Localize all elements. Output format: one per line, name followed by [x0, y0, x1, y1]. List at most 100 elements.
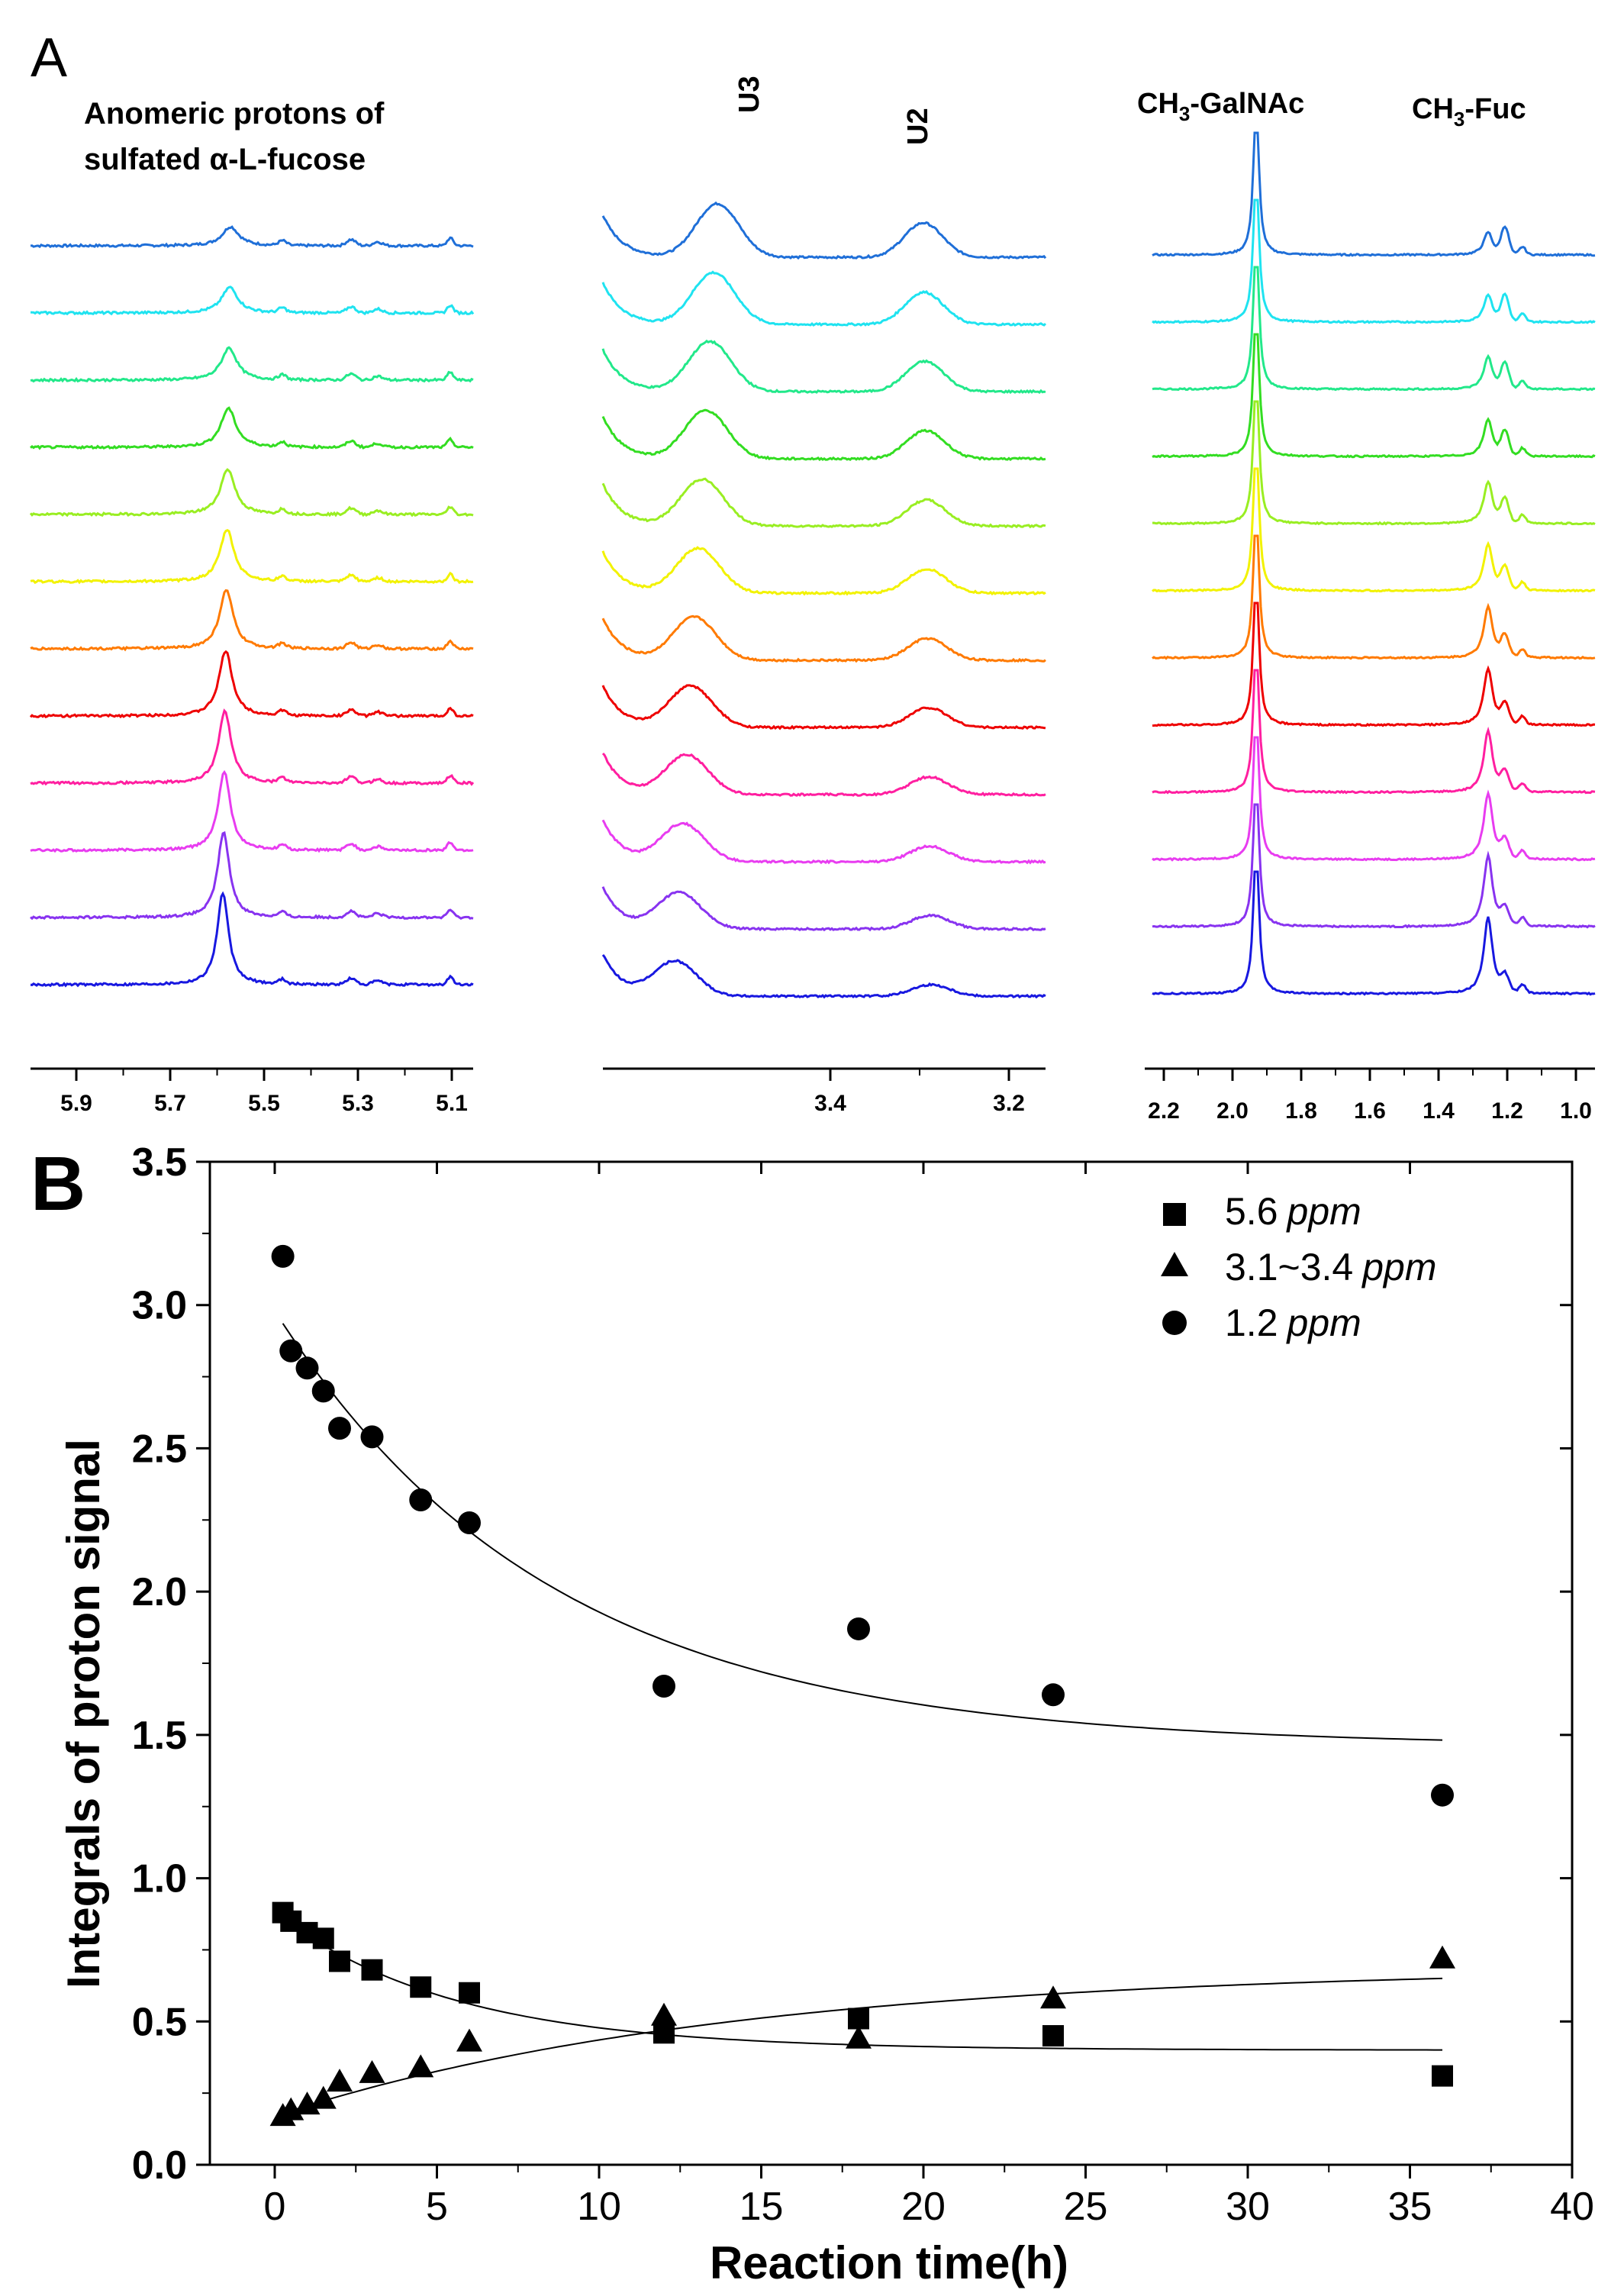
panel-a-label: A [31, 27, 67, 89]
point-triangle [294, 2091, 321, 2115]
spectrum-right-3 [1152, 333, 1596, 459]
y-tick-label: 2.0 [132, 1570, 187, 1614]
point-circle [311, 1379, 335, 1403]
spectrum-middle-1 [601, 270, 1047, 327]
spectrum-left-4 [29, 468, 474, 518]
point-square [1042, 2025, 1064, 2047]
y-tick-label: 0.5 [132, 2000, 187, 2044]
x-tick-label: 30 [1226, 2185, 1270, 2229]
legend-triangle-unit: ppm [1361, 1246, 1436, 1288]
point-circle [328, 1417, 351, 1440]
x-tick-label: 25 [1064, 2185, 1108, 2229]
point-square [361, 1959, 383, 1981]
nmr-left-tick-label: 5.5 [248, 1091, 280, 1116]
spectrum-left-8 [30, 708, 475, 786]
spectrum-middle-2 [601, 339, 1046, 395]
legend-square-name: 5.6 [1225, 1190, 1278, 1233]
legend-circle-name: 1.2 [1225, 1301, 1278, 1344]
nmr-left-tick-label: 5.3 [342, 1091, 374, 1116]
y-axis-label: Integrals of proton signal [58, 1439, 109, 1988]
point-circle [360, 1425, 384, 1449]
point-square [1432, 2065, 1453, 2087]
point-circle [271, 1244, 295, 1268]
point-circle [295, 1356, 319, 1380]
point-circle [1431, 1783, 1454, 1807]
point-triangle [846, 2025, 872, 2049]
legend-marker-square [1163, 1203, 1186, 1226]
y-tick-label: 3.0 [132, 1284, 187, 1328]
spectrum-middle-9 [601, 819, 1046, 865]
spectrum-right-0 [1152, 131, 1596, 257]
legend-circle-unit: ppm [1286, 1301, 1361, 1344]
spectrum-left-7 [29, 650, 474, 719]
y-tick-label: 2.5 [132, 1427, 187, 1471]
spectrum-right-4 [1152, 400, 1596, 526]
spectrum-middle-4 [601, 477, 1046, 529]
nmr-right-tick-label: 1.8 [1285, 1098, 1317, 1124]
spectrum-middle-10 [601, 886, 1046, 932]
y-tick-label: 1.0 [132, 1857, 187, 1901]
legend-label-triangle: 3.1~3.4 ppm [1225, 1246, 1436, 1288]
nmr-right-tick-label: 1.2 [1491, 1098, 1523, 1124]
legend-label-square: 5.6 ppm [1225, 1190, 1361, 1233]
spectrum-right-6 [1152, 534, 1596, 660]
spectrum-left-2 [30, 346, 474, 383]
spectrum-middle-5 [601, 546, 1046, 596]
anomeric-title-line2: sulfated α-L-fucose [84, 143, 366, 176]
point-circle [409, 1488, 433, 1512]
spectrum-right-7 [1152, 601, 1596, 727]
nmr-right-tick-label: 1.4 [1423, 1098, 1455, 1124]
x-tick-label: 5 [426, 2185, 448, 2229]
point-triangle [359, 2059, 385, 2083]
nmr-right-tick-label: 2.2 [1148, 1098, 1180, 1124]
point-triangle [278, 2097, 304, 2120]
point-square [410, 1976, 432, 1998]
spectrum-left-11 [30, 891, 474, 988]
spectrum-middle-11 [601, 953, 1046, 999]
point-triangle [651, 2002, 677, 2026]
point-triangle [327, 2069, 353, 2092]
x-tick-label: 40 [1550, 2185, 1594, 2229]
spectrum-right-1 [1152, 198, 1596, 324]
spectrum-left-9 [30, 769, 474, 853]
spectrum-right-9 [1152, 736, 1596, 862]
point-triangle [1040, 1985, 1066, 2009]
x-tick-label: 10 [577, 2185, 621, 2229]
peak-label-fuc: CH3-Fuc [1412, 93, 1526, 131]
plot-frame [208, 1160, 1574, 2166]
peak-label-galnac: CH3-GalNAc [1137, 88, 1304, 125]
x-tick-label: 35 [1388, 2185, 1432, 2229]
legend-triangle-name: 3.1~3.4 [1225, 1246, 1353, 1288]
legend-marker-triangle [1161, 1252, 1188, 1276]
point-circle [652, 1675, 675, 1698]
point-square [653, 2022, 675, 2044]
spectrum-left-5 [30, 529, 474, 585]
nmr-right-tick-label: 2.0 [1216, 1098, 1249, 1124]
nmr-axis-ticks: 5.9 5.7 5.5 5.3 5.1 3.4 3.2 2.2 2.0 1.8 1.6 1.4 1.2 1… [60, 1069, 1592, 1124]
y-tick-label: 1.5 [132, 1714, 187, 1758]
nmr-spectra-stack [29, 131, 1596, 999]
spectrum-right-2 [1152, 266, 1596, 392]
panel-b-label: B [31, 1141, 85, 1227]
spectrum-right-5 [1152, 467, 1596, 593]
point-square [312, 1927, 334, 1950]
nmr-right-tick-label: 1.0 [1560, 1098, 1592, 1124]
point-square [329, 1950, 350, 1972]
point-triangle [310, 2085, 337, 2109]
spectrum-left-6 [30, 589, 474, 652]
y-tick-label: 3.5 [132, 1140, 187, 1185]
fit-curve-2 [282, 1323, 1443, 1741]
point-triangle [408, 2054, 434, 2078]
point-triangle [456, 2028, 482, 2052]
anomeric-title-line1: Anomeric protons of [84, 97, 385, 131]
point-square [459, 1982, 480, 2004]
legend: 5.6 ppm 3.1~3.4 ppm 1.2 ppm [1161, 1190, 1436, 1344]
spectrum-left-1 [30, 285, 475, 316]
peak-galnac-prefix: CH [1137, 88, 1179, 120]
point-triangle [1429, 1945, 1455, 1969]
legend-marker-circle [1162, 1311, 1187, 1335]
point-circle [458, 1511, 481, 1535]
nmr-left-tick-label: 5.9 [60, 1091, 92, 1116]
peak-fuc-sub: 3 [1454, 108, 1464, 131]
peak-label-u3: U3 [733, 76, 765, 113]
